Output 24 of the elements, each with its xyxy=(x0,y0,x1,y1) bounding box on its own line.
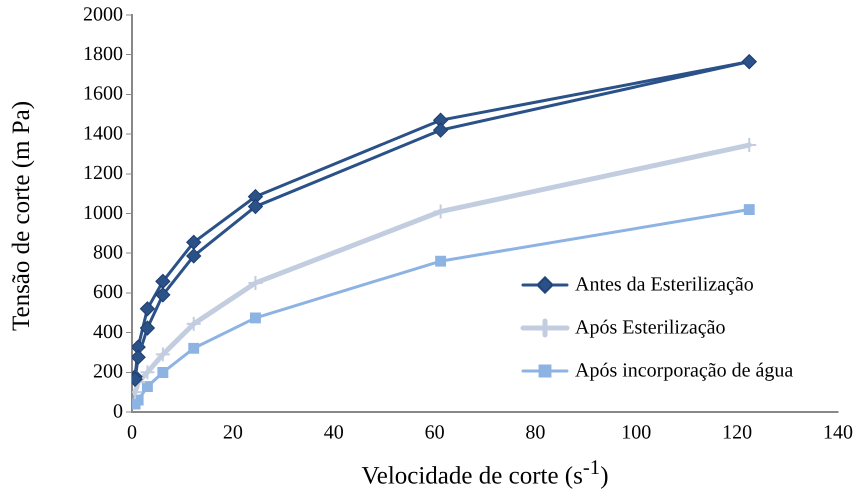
y-tick-label: 600 xyxy=(93,281,123,304)
x-tick-label: 140 xyxy=(823,421,853,444)
y-tick-label: 1800 xyxy=(83,42,123,65)
legend-label: Antes da Esterilização xyxy=(575,273,754,296)
x-tick-label: 20 xyxy=(222,421,243,444)
y-tick-label: 1000 xyxy=(83,202,123,224)
x-tick-label: 40 xyxy=(324,421,344,444)
y-tick-label: 1400 xyxy=(83,122,123,144)
x-tick-label: 0 xyxy=(127,421,137,444)
y-tick-label: 200 xyxy=(93,360,123,383)
y-tick-label: 1600 xyxy=(83,82,123,105)
legend-label: Após incorporação de água xyxy=(575,359,794,382)
y-tick-label: 0 xyxy=(113,400,123,422)
x-axis-title: Velocidade de corte (s$^{-1}$) xyxy=(361,455,609,490)
x-tick-label: 100 xyxy=(621,421,652,444)
y-tick-label: 1200 xyxy=(83,162,123,184)
legend-label: Após Esterilização xyxy=(575,316,726,338)
y-axis-title: Tensão de corte (m Pa) xyxy=(8,100,36,332)
y-tick-label: 2000 xyxy=(83,3,123,26)
x-tick-label: 80 xyxy=(525,421,546,444)
x-tick-label: 120 xyxy=(722,421,752,444)
y-tick-label: 400 xyxy=(93,320,123,343)
x-tick-label: 60 xyxy=(424,421,445,444)
y-tick-label: 800 xyxy=(93,241,123,264)
